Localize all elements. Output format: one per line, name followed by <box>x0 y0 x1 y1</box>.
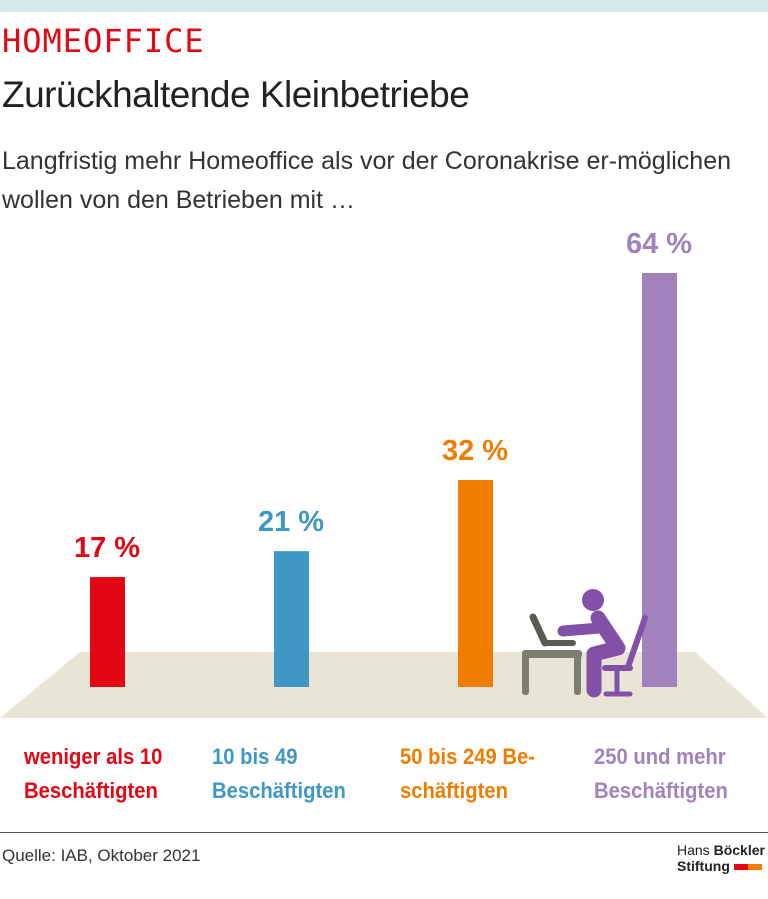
bar <box>90 577 125 687</box>
hans-boeckler-stiftung-logo: Hans Böckler Stiftung <box>677 842 765 874</box>
category-label: 50 bis 249 Be-schäftigten <box>400 740 575 808</box>
top-band <box>0 0 768 12</box>
category-label-line: weniger als 10 <box>24 744 163 769</box>
category-label-line: 250 und mehr <box>594 744 726 769</box>
source-note: Quelle: IAB, Oktober 2021 <box>2 846 201 865</box>
person-at-desk-icon <box>522 589 648 698</box>
bar <box>458 480 493 687</box>
data-label: 32 % <box>442 435 508 467</box>
category-label: 250 und mehr Beschäftigten <box>594 740 768 808</box>
chart-title: Zurückhaltende Kleinbetriebe <box>2 74 470 115</box>
data-label: 17 % <box>74 532 140 564</box>
category-label-line: Beschäftigten <box>24 778 158 803</box>
bar <box>642 273 677 687</box>
data-label: 64 % <box>626 228 692 260</box>
category-label-line: Beschäftigten <box>594 778 728 803</box>
data-label: 21 % <box>258 506 324 538</box>
category-label-line: 50 bis 249 Be- <box>400 744 536 769</box>
footer-divider <box>0 832 768 833</box>
kicker: HOMEOFFICE <box>2 22 205 60</box>
category-label: 10 bis 49 Beschäftigten <box>212 740 387 808</box>
category-label-line: schäftigten <box>400 778 508 803</box>
bar-chart: 17 % 21 % 32 % 64 % <box>0 228 768 718</box>
category-label: weniger als 10 Beschäftigten <box>24 740 199 808</box>
chart-subtitle: Langfristig mehr Homeoffice als vor der … <box>2 147 732 214</box>
bar <box>274 551 309 687</box>
category-label-line: Beschäftigten <box>212 778 346 803</box>
category-label-line: 10 bis 49 <box>212 744 298 769</box>
